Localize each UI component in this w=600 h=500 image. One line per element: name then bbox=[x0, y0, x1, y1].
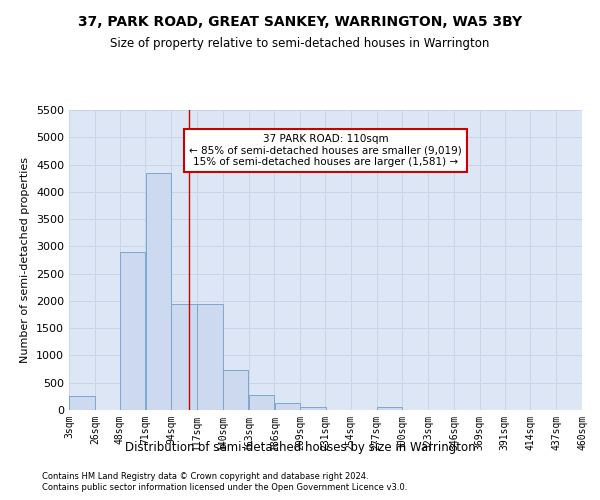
Text: Contains public sector information licensed under the Open Government Licence v3: Contains public sector information licen… bbox=[42, 483, 407, 492]
Text: Distribution of semi-detached houses by size in Warrington: Distribution of semi-detached houses by … bbox=[125, 441, 475, 454]
Y-axis label: Number of semi-detached properties: Number of semi-detached properties bbox=[20, 157, 31, 363]
Bar bbox=[377, 408, 402, 410]
Bar bbox=[119, 252, 145, 410]
Bar bbox=[69, 396, 95, 410]
Bar bbox=[146, 172, 171, 410]
Bar bbox=[275, 403, 300, 410]
Bar bbox=[223, 370, 248, 410]
Bar bbox=[197, 304, 223, 410]
Text: 37, PARK ROAD, GREAT SANKEY, WARRINGTON, WA5 3BY: 37, PARK ROAD, GREAT SANKEY, WARRINGTON,… bbox=[78, 15, 522, 29]
Text: 37 PARK ROAD: 110sqm
← 85% of semi-detached houses are smaller (9,019)
15% of se: 37 PARK ROAD: 110sqm ← 85% of semi-detac… bbox=[189, 134, 462, 167]
Bar bbox=[172, 304, 197, 410]
Bar bbox=[301, 408, 326, 410]
Bar bbox=[249, 394, 274, 410]
Text: Contains HM Land Registry data © Crown copyright and database right 2024.: Contains HM Land Registry data © Crown c… bbox=[42, 472, 368, 481]
Text: Size of property relative to semi-detached houses in Warrington: Size of property relative to semi-detach… bbox=[110, 38, 490, 51]
